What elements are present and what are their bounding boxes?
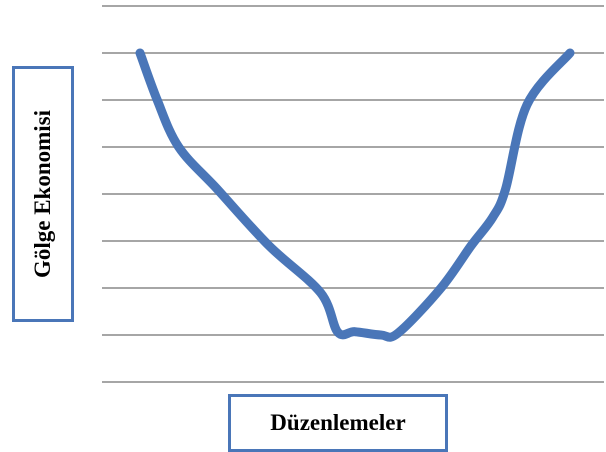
x-axis-label: Düzenlemeler [270, 410, 406, 435]
y-axis-label: Gölge Ekonomisi [30, 109, 55, 279]
y-axis-label-box: Gölge Ekonomisi [12, 66, 74, 322]
x-axis-label-box: Düzenlemeler [228, 394, 448, 452]
gridlines [102, 5, 604, 383]
series-line [135, 48, 575, 342]
